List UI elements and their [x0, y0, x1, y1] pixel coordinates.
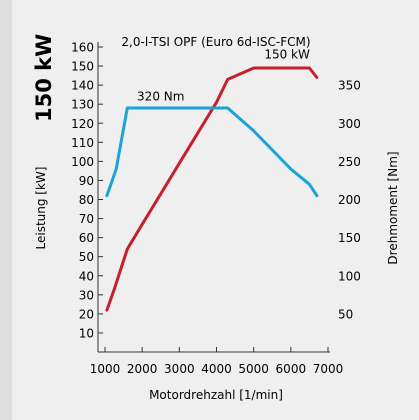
y-axis-label-left: Leistung [kW] — [34, 167, 48, 250]
torque-curve — [105, 106, 319, 198]
y-tick-label-left: 20 — [79, 307, 94, 321]
sidebar-strip — [0, 0, 12, 420]
y-tick-label-right: 50 — [338, 307, 353, 321]
chart-area — [12, 0, 419, 420]
y-tick-label-left: 110 — [71, 136, 94, 150]
x-tick-label: 2000 — [127, 362, 158, 376]
y-ticks-right: 50 100 150 200 250 300 350 — [338, 79, 361, 322]
x-axis-label: Motordrehzahl [1/min] — [149, 388, 283, 402]
y-axis-label-right: Drehmoment [Nm] — [386, 151, 400, 264]
annotations: 150 kW 320 Nm — [137, 47, 310, 103]
y-tick-label-right: 350 — [338, 79, 361, 93]
chart-title: 2,0-l-TSI OPF (Euro 6d-ISC-FCM) — [121, 35, 310, 49]
y-tick-label-left: 150 — [71, 60, 94, 74]
x-tick-label: 5000 — [238, 362, 269, 376]
y-tick-label-left: 30 — [79, 288, 94, 302]
x-tick-label: 3000 — [164, 362, 195, 376]
y-tick-label-right: 150 — [338, 231, 361, 245]
y-tick-label-left: 160 — [71, 41, 94, 55]
y-tick-label-left: 80 — [79, 193, 94, 207]
headline: 150 kW — [32, 34, 56, 122]
y-tick-label-left: 120 — [71, 117, 94, 131]
y-tick-label-right: 200 — [338, 193, 361, 207]
y-tick-label-left: 50 — [79, 250, 94, 264]
y-tick-label-left: 90 — [79, 174, 94, 188]
y-tick-label-left: 10 — [79, 326, 94, 340]
y-tick-label-right: 100 — [338, 269, 361, 283]
y-tick-label-left: 60 — [79, 231, 94, 245]
annotation-label: 150 kW — [264, 47, 310, 61]
x-tick-label: 7000 — [313, 362, 344, 376]
x-tick-label: 4000 — [201, 362, 232, 376]
power-curve — [105, 66, 319, 312]
y-tick-label-left: 140 — [71, 79, 94, 93]
y-tick-label-left: 40 — [79, 269, 94, 283]
x-ticks: 1000 2000 3000 4000 5000 6000 7000 — [90, 347, 344, 376]
y-tick-label-right: 250 — [338, 155, 361, 169]
annotation-label: 320 Nm — [137, 89, 184, 103]
x-tick-label: 1000 — [90, 362, 121, 376]
series-group — [105, 66, 319, 312]
x-tick-label: 6000 — [276, 362, 307, 376]
y-tick-label-right: 300 — [338, 117, 361, 131]
y-tick-label-left: 100 — [71, 155, 94, 169]
y-ticks-left: 10 20 30 40 50 60 70 80 90 100 110 120 130 140 150 160 — [71, 41, 103, 340]
y-tick-label-left: 70 — [79, 212, 94, 226]
y-tick-label-left: 130 — [71, 98, 94, 112]
